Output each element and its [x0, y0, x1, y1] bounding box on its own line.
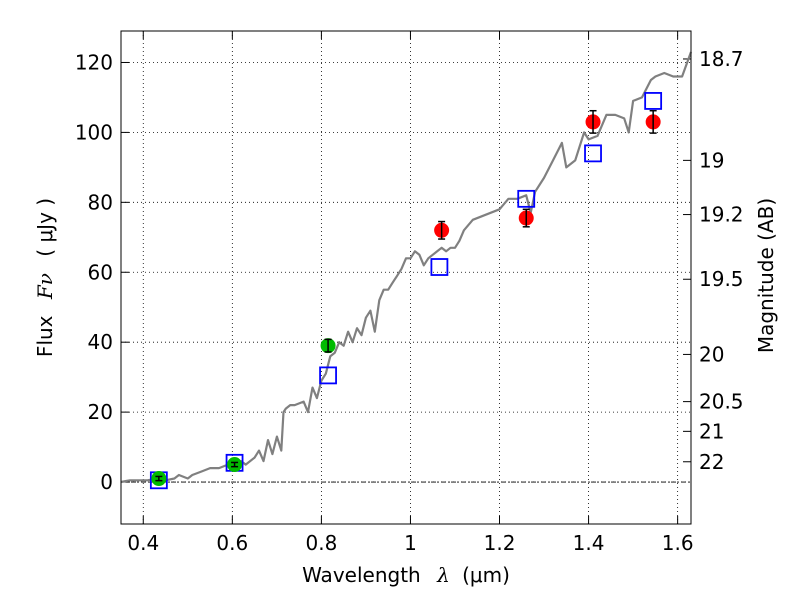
x-tick-label: 1.6 — [662, 531, 694, 555]
x-axis-label: Wavelength λ (μm) — [302, 563, 510, 587]
y-tick-label: 0 — [100, 470, 113, 494]
plot-area — [121, 31, 691, 524]
x-tick-label: 0.4 — [127, 531, 159, 555]
magnitude-tick-label: 19 — [699, 148, 724, 172]
model-photometry-point — [319, 366, 337, 385]
y-axis-label-unit: ( μJy ) — [33, 198, 57, 257]
magnitude-axis-label: Magnitude (AB) — [754, 198, 778, 353]
data-layer — [120, 51, 693, 490]
model-photometry-point — [584, 144, 602, 163]
magnitude-tick-label: 20.5 — [699, 390, 744, 414]
y-axis-label-text: Flux — [33, 315, 57, 357]
grid — [121, 31, 691, 524]
x-tick-label: 0.6 — [216, 531, 248, 555]
x-tick-label: 1 — [404, 531, 417, 555]
magnitude-tick-label: 20 — [699, 342, 724, 366]
model-photometry-point — [644, 92, 663, 110]
y-tick-label: 40 — [88, 330, 113, 354]
axes: 0.4 0.6 0.8 1 1.2 1.4 1.6 0 20 40 60 80 100 120 18.7 19… — [75, 31, 744, 555]
x-axis-label-symbol: λ — [436, 563, 450, 587]
x-tick-label: 0.8 — [305, 531, 337, 555]
y-tick-label: 60 — [88, 260, 113, 284]
magnitude-tick-label: 22 — [699, 450, 724, 474]
y-tick-label: 100 — [75, 120, 113, 144]
magnitude-tick-label: 19.2 — [699, 203, 744, 227]
y-tick-label: 120 — [75, 50, 113, 74]
model-photometry-point — [430, 258, 449, 276]
model-photometry-point — [517, 189, 536, 208]
y-tick-label: 80 — [88, 190, 113, 214]
magnitude-tick-label: 21 — [699, 419, 724, 443]
plot-frame — [120, 30, 692, 525]
x-tick-label: 1.2 — [484, 531, 516, 555]
magnitude-tick-label: 19.5 — [699, 267, 744, 291]
x-tick-label: 1.4 — [573, 531, 605, 555]
x-axis-label-unit: (μm) — [462, 563, 510, 587]
y-tick-label: 20 — [88, 400, 113, 424]
x-axis-label-text: Wavelength — [302, 563, 421, 587]
y-axis-label: Flux Fν ( μJy ) — [33, 198, 57, 357]
magnitude-tick-label: 18.7 — [699, 47, 744, 71]
y-axis-label-symbol: Fν — [33, 273, 57, 300]
